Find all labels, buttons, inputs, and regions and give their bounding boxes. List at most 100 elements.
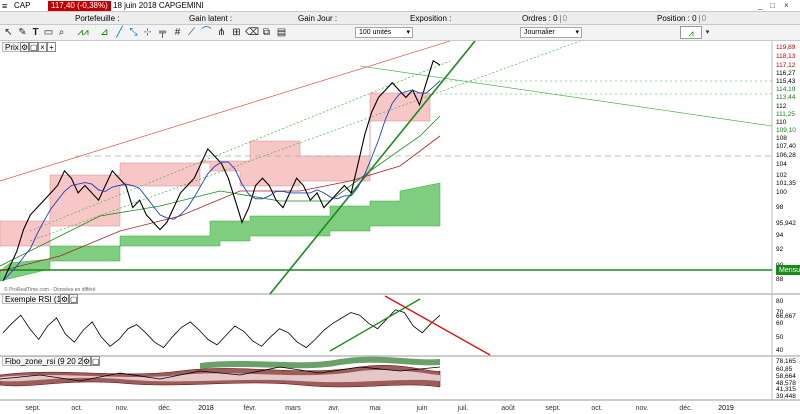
x-tick-label: 2018 xyxy=(198,405,214,412)
x-tick-label: avr. xyxy=(328,405,339,412)
x-tick-label: août xyxy=(501,405,515,412)
window-title: 18 juin 2018 CAPGEMINI xyxy=(113,1,204,10)
price-tick-label: 119,89 xyxy=(776,44,796,51)
rsi-tick-label: 40 xyxy=(776,347,784,354)
fibo-tick-label: 58,664 xyxy=(776,373,796,380)
close-button[interactable]: × xyxy=(784,1,789,10)
chevron-down-icon: ▾ xyxy=(575,29,579,36)
x-axis: sept. oct. nov. déc. 2018 févr. mars avr. mai jui… xyxy=(25,405,733,412)
fibo-tick-label: 41,315 xyxy=(776,386,796,393)
ordres-count-b: 0 xyxy=(562,14,568,23)
window-icon[interactable]: ▢ xyxy=(69,294,78,304)
symbol-name[interactable]: CAP xyxy=(14,1,31,10)
line-icon[interactable]: ╱ xyxy=(116,27,123,38)
highlight-icon[interactable]: ▭ xyxy=(43,27,54,38)
template-icon[interactable]: ▤ xyxy=(276,27,287,38)
rsi-tick-label: 60 xyxy=(776,320,784,327)
period-select[interactable]: Journalier ▾ xyxy=(520,27,582,38)
price-tick-label: 108 xyxy=(776,135,787,142)
x-tick-label: nov. xyxy=(116,405,129,412)
price-tick-label: 94 xyxy=(776,232,784,239)
x-tick-label: juil. xyxy=(457,405,469,412)
wrench-icon[interactable]: ⚙ xyxy=(20,42,29,52)
hash-icon[interactable]: # xyxy=(174,27,181,38)
quantity-select[interactable]: 100 unités ▾ xyxy=(355,27,413,38)
hamburger-icon[interactable]: ≡ xyxy=(2,1,8,11)
x-tick-label: nov. xyxy=(636,405,649,412)
pitchfork-icon[interactable]: ⋔ xyxy=(217,27,226,38)
price-panel-label[interactable]: Prix xyxy=(2,42,22,52)
horizontal-line-icon[interactable]: ╤ xyxy=(158,27,167,38)
grid-icon[interactable]: ⊞ xyxy=(232,27,241,38)
zoom-icon[interactable]: ⌕ xyxy=(58,27,65,38)
exposition-label: Exposition : xyxy=(410,14,452,23)
price-tick-label: 101,35 xyxy=(776,180,796,187)
chart-canvas[interactable]: sept. oct. nov. déc. 2018 févr. mars avr. mai jui… xyxy=(0,40,800,414)
price-tick-label: 118,13 xyxy=(776,53,796,60)
x-tick-label: mai xyxy=(369,405,381,412)
chart-area[interactable]: sept. oct. nov. déc. 2018 févr. mars avr. mai jui… xyxy=(0,40,800,414)
position-count-b: 0 xyxy=(701,14,707,23)
price-tick-label: 88 xyxy=(776,276,784,283)
wrench-icon[interactable]: ⚙ xyxy=(82,356,91,366)
x-tick-label: sept. xyxy=(545,405,560,412)
fibo-tick-label: 60,85 xyxy=(776,366,793,373)
price-axis: 119,89 118,13 117,12116,27115,43114,19113,… xyxy=(776,44,796,283)
segment-icon[interactable]: ⤡ xyxy=(129,27,138,38)
window-icon[interactable]: ▢ xyxy=(29,42,38,52)
fibo-icon[interactable]: ⊿ xyxy=(100,27,109,38)
price-tick-label: 102 xyxy=(776,172,787,179)
portefeuille-label: Portefeuille : xyxy=(75,14,120,23)
title-bar: ≡ CAP 117,40 (-0,38%) 18 juin 2018 CAPGE… xyxy=(0,0,800,12)
wrench-icon[interactable]: ⚙ xyxy=(60,294,69,304)
text-icon[interactable]: T xyxy=(32,27,39,38)
price-tick-label: 100 xyxy=(776,189,787,196)
minimize-button[interactable]: _ xyxy=(758,1,763,10)
chevron-down-icon: ▾ xyxy=(406,29,410,36)
maximize-button[interactable]: □ xyxy=(770,1,775,10)
pencil-icon[interactable]: ✎ xyxy=(18,27,27,38)
x-tick-label: déc. xyxy=(158,405,171,412)
gain-jour-label: Gain Jour : xyxy=(298,14,338,23)
copy-icon[interactable]: ⧉ xyxy=(262,27,271,38)
drawing-toolbar: ↖ ✎ T ▭ ⌕ ⩘⩘ ⊿ ╱ ⤡ ⊹ ╤ # ⟋ ⌒ ⋔ ⊞ ⌫ ⧉ ▤ 1… xyxy=(0,25,800,41)
rsi-tick-label: 80 xyxy=(776,298,784,305)
account-info-bar: Portefeuille : Gain latent : Gain Jour :… xyxy=(0,12,800,25)
quantity-value: 100 unités xyxy=(359,29,392,36)
ray-icon[interactable]: ⟋ xyxy=(188,27,195,38)
price-tick-label: 98 xyxy=(776,204,784,211)
x-tick-label: oct. xyxy=(71,405,82,412)
x-tick-label: déc. xyxy=(679,405,692,412)
close-panel-icon[interactable]: × xyxy=(38,42,47,52)
add-indicator-icon[interactable]: + xyxy=(47,42,56,52)
cursor-icon[interactable]: ↖ xyxy=(4,27,13,38)
price-tick-label: 104 xyxy=(776,161,787,168)
fibo-panel-label[interactable]: Fibo_zone_rsi (9 20 2 1) xyxy=(2,356,95,366)
position-label: Position : xyxy=(657,14,690,23)
price-tick-label: 111,25 xyxy=(776,111,795,118)
chart-style-icon[interactable]: ⩘ xyxy=(680,26,702,39)
chevron-down-icon[interactable]: ▾ xyxy=(705,29,710,36)
window-icon[interactable]: ▢ xyxy=(91,356,100,366)
arc-icon[interactable]: ⌒ xyxy=(201,27,212,38)
price-tick-label: 115,43 xyxy=(776,78,796,85)
x-tick-label: oct. xyxy=(591,405,602,412)
fibo-tick-label: 48,578 xyxy=(776,380,796,387)
eraser-icon[interactable]: ⌫ xyxy=(245,27,260,38)
cross-icon[interactable]: ⊹ xyxy=(143,27,152,38)
x-tick-label: mars xyxy=(285,405,301,412)
price-tick-label: 116,27 xyxy=(776,70,796,77)
x-tick-label: juin xyxy=(416,405,428,412)
price-tick-label: 95,942 xyxy=(776,220,796,227)
price-tick-label: 109,10 xyxy=(776,127,796,134)
price-tick-label: 113,44 xyxy=(776,94,796,101)
price-badge: 117,40 (-0,38%) xyxy=(48,1,111,11)
fibo-tick-label: 78,165 xyxy=(776,358,796,365)
rsi-tick-label: 70 xyxy=(776,309,784,316)
trend-channel-icon[interactable]: ⩘⩘ xyxy=(77,27,89,38)
